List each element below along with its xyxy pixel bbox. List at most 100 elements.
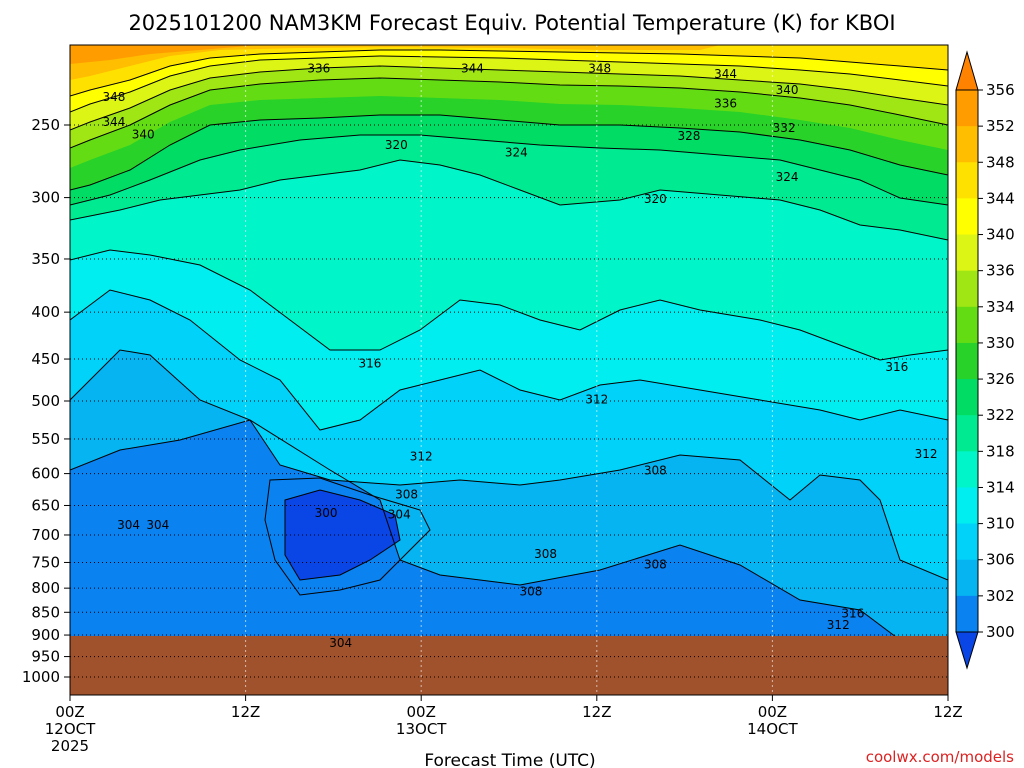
contour-labels: 336 344 348 344 340 348 336 344 340 332 320 328 324 3…: [102, 62, 937, 650]
terrain: [70, 636, 948, 695]
y-tick-label: 600: [31, 465, 60, 483]
contour-label: 316: [841, 607, 864, 621]
band-356: [70, 45, 260, 64]
colorbar-segment: [956, 487, 978, 525]
colorbar-segment: [956, 451, 978, 488]
y-tick-label: 1000: [22, 668, 60, 686]
contour-label: 320: [385, 138, 408, 152]
x-tick-label: 00Z: [55, 703, 84, 721]
contour-line-312: [70, 349, 948, 581]
contour-line-316: [70, 289, 948, 431]
contour-line-304: [264, 477, 431, 596]
contour-label: 304: [388, 508, 411, 522]
contour-label: 316: [359, 356, 382, 370]
contour-label: 304: [146, 518, 169, 532]
colorbar-label: 300: [986, 623, 1015, 641]
contour-line-300: [284, 489, 401, 581]
contour-label: 328: [678, 129, 701, 143]
contour-label: 316: [885, 360, 908, 374]
contour-label: 344: [714, 67, 737, 81]
colorbar-label: 330: [986, 334, 1015, 352]
colorbar-segment: [956, 523, 978, 561]
contour-label: 308: [395, 487, 418, 501]
colorbar-label: 352: [986, 117, 1015, 135]
y-tick-label: 250: [31, 116, 60, 134]
contour-line-344: [70, 55, 948, 113]
y-tick-label: 650: [31, 496, 60, 514]
colorbar-segment: [956, 306, 978, 344]
y-tick-label: 850: [31, 603, 60, 621]
contour-label: 308: [644, 463, 667, 477]
contour-line-348: [70, 49, 948, 97]
x-axis-label: Forecast Time (UTC): [424, 751, 595, 768]
colorbar-segment: [956, 90, 978, 127]
colorbar-segment: [956, 126, 978, 163]
contour-label: 332: [773, 121, 796, 135]
contour-line-336: [70, 77, 948, 149]
x-tick-label: 12OCT: [45, 720, 96, 738]
contour-label: 340: [776, 83, 799, 97]
colorbar-label: 314: [986, 478, 1015, 496]
colorbar-label: 334: [986, 298, 1015, 316]
colorbar: 356 352 348 344 340 336 334 330 326 322 318 314 310 3…: [955, 50, 1015, 670]
colorbar-label: 340: [986, 226, 1015, 244]
contour-field: [70, 45, 948, 695]
y-tick-label: 700: [31, 526, 60, 544]
contour-label: 312: [915, 447, 938, 461]
colorbar-segment: [956, 234, 978, 272]
contour-label: 348: [102, 90, 125, 104]
contour-label: 304: [117, 518, 140, 532]
y-tick-label: 400: [31, 303, 60, 321]
colorbar-segment: [956, 198, 978, 236]
y-tick-label: 350: [31, 250, 60, 268]
contour-label: 324: [776, 170, 799, 184]
watermark: coolwx.com/models: [866, 748, 1014, 766]
colorbar-segment: [956, 162, 978, 199]
contour-line-320: [70, 249, 948, 361]
x-tick-label: 2025: [51, 737, 89, 755]
colorbar-label: 310: [986, 515, 1015, 533]
contour-label: 308: [644, 558, 667, 572]
contour-label: 348: [588, 62, 611, 76]
y-axis: 250 300 350 400 450 500 550 600 650 700 750 800 850 9…: [22, 116, 70, 686]
y-tick-label: 500: [31, 392, 60, 410]
colorbar-segment: [956, 595, 978, 633]
colorbar-label: 344: [986, 189, 1015, 207]
contour-label: 344: [461, 62, 484, 76]
x-tick-label: 13OCT: [396, 720, 447, 738]
plot-frame: [69, 44, 949, 696]
x-tick-label: 00Z: [407, 703, 436, 721]
chart-title: 2025101200 NAM3KM Forecast Equiv. Potent…: [128, 11, 895, 35]
y-tick-label: 450: [31, 350, 60, 368]
y-tick-label: 300: [31, 189, 60, 207]
band-344: [70, 45, 948, 112]
colorbar-label: 336: [986, 262, 1015, 280]
x-tick-label: 12Z: [933, 703, 962, 721]
contour-label: 320: [644, 192, 667, 206]
colorbar-label: 326: [986, 370, 1015, 388]
contour-line-340: [70, 65, 948, 131]
colorbar-segment: [956, 270, 978, 308]
colorbar-segment: [956, 342, 978, 380]
x-tick-label: 12Z: [231, 703, 260, 721]
colorbar-label: 302: [986, 587, 1015, 605]
y-tick-label: 900: [31, 626, 60, 644]
y-tick-label: 800: [31, 579, 60, 597]
contour-lines: [70, 49, 948, 681]
colorbar-segment: [956, 415, 978, 452]
contour-line-332: [70, 114, 948, 191]
contour-label: 312: [827, 618, 850, 632]
contour-line-328: [70, 134, 948, 206]
contour-label: 336: [714, 97, 737, 111]
colorbar-label: 306: [986, 551, 1015, 569]
contour-label: 336: [307, 62, 330, 76]
y-tick-label: 550: [31, 430, 60, 448]
contour-label: 324: [505, 146, 528, 160]
contour-label: 300: [315, 506, 338, 520]
contour-label: 312: [410, 450, 433, 464]
x-tick-label: 12Z: [582, 703, 611, 721]
colorbar-label: 322: [986, 406, 1015, 424]
colorbar-label: 356: [986, 81, 1015, 99]
colorbar-frame: [955, 89, 979, 633]
